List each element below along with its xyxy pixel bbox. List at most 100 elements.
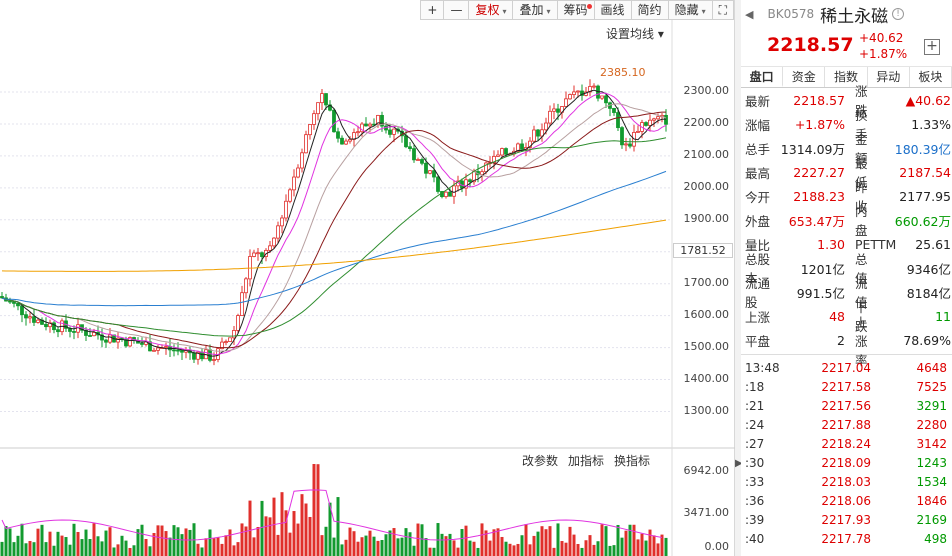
toolbar-button[interactable]: 隐藏 ▾ bbox=[668, 0, 713, 20]
candle-body bbox=[196, 351, 200, 360]
candle-body bbox=[272, 237, 276, 247]
volume-bar bbox=[560, 541, 564, 556]
volume-bar bbox=[244, 526, 248, 556]
sub-chart-tool[interactable]: 换指标 bbox=[614, 454, 651, 468]
volume-bar bbox=[292, 511, 296, 556]
candle-body bbox=[468, 179, 472, 183]
toolbar-button-label: + bbox=[427, 3, 438, 17]
toolbar-button[interactable]: 叠加 ▾ bbox=[513, 0, 558, 20]
volume-bar bbox=[140, 524, 144, 556]
volume-bar bbox=[204, 538, 208, 556]
volume-bar bbox=[84, 529, 88, 556]
back-arrow-icon[interactable]: ◀ bbox=[745, 7, 754, 21]
volume-bar bbox=[368, 530, 372, 556]
volume-bar bbox=[148, 546, 152, 556]
volume-bar bbox=[540, 526, 544, 556]
volume-bar bbox=[592, 544, 596, 556]
panel-splitter[interactable]: ▶ bbox=[735, 0, 743, 556]
candle-body bbox=[300, 152, 304, 169]
candle-body bbox=[408, 146, 412, 149]
volume-bar bbox=[500, 536, 504, 556]
quote-value: 9346亿 bbox=[906, 261, 951, 277]
quote-label: 换手 bbox=[855, 108, 868, 142]
sub-chart-tool[interactable]: 改参数 bbox=[522, 454, 559, 468]
price-axis-tick: 1300.00 bbox=[683, 403, 730, 417]
candle-body bbox=[568, 94, 572, 100]
candle-body bbox=[604, 95, 608, 104]
ma-setting-button[interactable]: 设置均线 ▾ bbox=[606, 27, 664, 41]
tick-time: 13:48 bbox=[745, 360, 780, 375]
quote-value: 2188.23 bbox=[793, 188, 845, 204]
volume-bar bbox=[160, 525, 164, 556]
volume-bar bbox=[472, 541, 476, 556]
volume-bar bbox=[300, 494, 304, 556]
volume-bar bbox=[288, 532, 292, 556]
candle-body bbox=[532, 129, 536, 142]
tick-row: :27 2218.24 3142 bbox=[741, 434, 952, 453]
candle-body bbox=[24, 314, 28, 319]
panel-tab[interactable]: 异动 bbox=[868, 67, 910, 87]
quote-value: 2227.27 bbox=[793, 164, 845, 180]
tick-list: 13:48 2217.04 4648:18 2217.58 7525:21 2217.56… bbox=[741, 358, 952, 548]
volume-bar bbox=[636, 539, 640, 556]
quote-value: 1201亿 bbox=[800, 261, 845, 277]
candle-body bbox=[164, 346, 168, 348]
toolbar-button[interactable]: + bbox=[420, 0, 445, 20]
volume-bar bbox=[616, 524, 620, 556]
kline-chart-area[interactable]: + — 复权 ▾ 叠加 ▾ 筹码 画线 简约 隐藏 ▾ ⛶ 设置均线 ▾ 2385.10 2300.0… bbox=[0, 0, 735, 556]
collapse-arrow-icon[interactable]: ▶ bbox=[735, 458, 743, 469]
tick-time: :24 bbox=[745, 417, 765, 432]
volume-bar bbox=[328, 502, 332, 556]
candle-body bbox=[320, 93, 324, 104]
quote-value: 1.30 bbox=[817, 236, 845, 252]
quote-value: 1.33% bbox=[911, 116, 951, 132]
toolbar-button[interactable]: 筹码 bbox=[557, 0, 595, 20]
toolbar-button-label: — bbox=[450, 3, 463, 17]
kline-chart[interactable] bbox=[0, 0, 735, 556]
sector-name: 稀土永磁 bbox=[820, 6, 889, 27]
quote-value: 25.61 bbox=[915, 236, 951, 252]
quote-value: 11 bbox=[935, 308, 951, 324]
toolbar-button[interactable]: 简约 bbox=[631, 0, 669, 20]
quote-label: 昨收 bbox=[855, 180, 868, 214]
chart-toolbar: + — 复权 ▾ 叠加 ▾ 筹码 画线 简约 隐藏 ▾ ⛶ bbox=[420, 0, 734, 20]
toolbar-button[interactable]: 复权 ▾ bbox=[469, 0, 514, 20]
info-icon[interactable]: ! bbox=[892, 8, 905, 20]
sub-chart-tool[interactable]: 加指标 bbox=[568, 454, 605, 468]
volume-bar bbox=[272, 497, 276, 556]
tick-price: 2218.06 bbox=[821, 493, 871, 508]
volume-bar bbox=[308, 516, 312, 556]
quote-row: 最新 2218.57 涨跌 ▲40.62 bbox=[741, 84, 952, 118]
quote-label: 流通股 bbox=[745, 276, 771, 310]
volume-bar bbox=[216, 537, 220, 556]
candle-body bbox=[156, 347, 160, 351]
toolbar-button[interactable]: 画线 bbox=[594, 0, 632, 20]
candle-body bbox=[564, 98, 568, 107]
volume-bar bbox=[364, 535, 368, 556]
panel-tab[interactable]: 盘口 bbox=[741, 67, 784, 87]
toolbar-button[interactable]: ⛶ bbox=[712, 0, 734, 20]
volume-bar bbox=[532, 535, 536, 556]
toolbar-button[interactable]: — bbox=[444, 0, 470, 20]
volume-bar bbox=[652, 535, 656, 556]
candle-body bbox=[540, 129, 544, 137]
volume-bar bbox=[488, 540, 492, 556]
volume-bar bbox=[360, 537, 364, 556]
panel-tab[interactable]: 资金 bbox=[783, 67, 826, 87]
panel-tab[interactable]: 板块 bbox=[910, 67, 952, 87]
volume-bar bbox=[572, 534, 576, 556]
candle-body bbox=[12, 301, 16, 304]
volume-bar bbox=[92, 523, 96, 556]
add-watchlist-button[interactable]: + bbox=[924, 39, 940, 55]
tick-vol: 2169 bbox=[916, 512, 947, 527]
toolbar-button-label: 简约 bbox=[637, 3, 662, 17]
candle-body bbox=[92, 332, 96, 337]
tick-vol: 3142 bbox=[916, 436, 947, 451]
volume-bar bbox=[352, 531, 356, 556]
quote-value: 2 bbox=[837, 332, 845, 348]
volume-axis-tick: 3471.00 bbox=[683, 506, 730, 519]
candle-body bbox=[208, 349, 212, 361]
panel-tab[interactable]: 指数 bbox=[825, 67, 868, 87]
volume-bar bbox=[164, 531, 168, 556]
volume-bar bbox=[548, 526, 552, 556]
